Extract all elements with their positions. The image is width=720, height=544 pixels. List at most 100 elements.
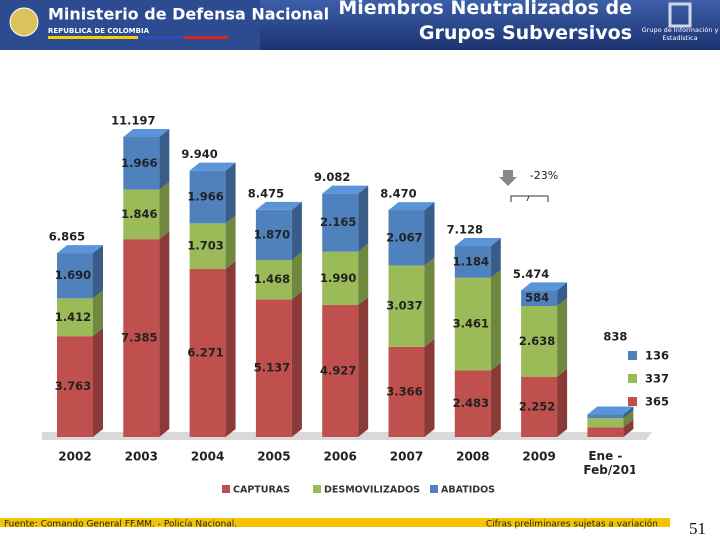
x-tick-box: Ene - Feb/2010 [583, 449, 636, 477]
value-label: 4.927 [320, 363, 356, 377]
bar-side [159, 231, 170, 437]
bar-top [189, 162, 236, 171]
value-label: 1.703 [187, 239, 223, 253]
bar-side [557, 297, 568, 377]
group-box: Grupo de Información y Estadística [641, 26, 719, 42]
total-label: 838 [603, 330, 627, 344]
bar-side [93, 328, 103, 437]
value-label: 1.468 [254, 272, 290, 286]
bar-side [225, 162, 236, 224]
bar-side [490, 238, 501, 278]
legend-label: DESMOVILIZADOS [324, 485, 420, 496]
total-label: 8.475 [248, 186, 284, 200]
bar-top [123, 129, 170, 137]
value-label: 1.870 [254, 227, 290, 241]
flag-red [183, 36, 228, 39]
bar-side [623, 410, 634, 428]
value-label: 3.461 [453, 317, 489, 331]
flag-yellow [48, 36, 138, 39]
bracket [510, 195, 549, 202]
bar-segment [255, 209, 292, 261]
side-swatch [628, 374, 637, 383]
bar-side [358, 185, 369, 252]
total-label: 11.197 [111, 114, 155, 128]
source: Fuente: Comando General FF.MM. - Policía… [4, 520, 237, 530]
x-tick-label: 2003 [125, 450, 158, 464]
bar-segment [322, 193, 359, 252]
emblem [9, 7, 39, 37]
bar-side [358, 296, 369, 437]
value-label: 5.137 [254, 361, 290, 375]
x-tick-label: 2008 [456, 450, 489, 464]
bar-segment [57, 336, 93, 437]
legend-label: CAPTURAS [233, 485, 290, 496]
bar-segment [587, 414, 624, 419]
bar-segment [189, 170, 226, 224]
bar-segment [521, 290, 558, 306]
down-arrow [499, 170, 517, 186]
group: Grupo de Información y Estadística [641, 26, 719, 42]
value-label: 3.366 [386, 384, 422, 398]
bar-segment [57, 253, 93, 299]
bar-top [388, 202, 435, 211]
value-label: 337 [645, 372, 669, 386]
value-label: 3.763 [55, 379, 91, 393]
bar-top [322, 185, 369, 194]
x-tick-label: Ene - Feb/2010 [583, 449, 636, 477]
page-number: 51 [689, 519, 706, 538]
value-label: 1.846 [121, 207, 157, 221]
flag-blue [138, 36, 183, 39]
annotation: -23% [530, 169, 558, 182]
bar-segment [255, 260, 292, 300]
total-label: 6.865 [49, 230, 85, 244]
value-label: 136 [645, 349, 669, 363]
bar-segment [57, 298, 93, 337]
value-label: 2.067 [386, 230, 422, 244]
bar-segment [322, 304, 359, 437]
bar-side [93, 290, 103, 337]
value-label: 2.252 [519, 399, 555, 413]
group-logo [668, 2, 692, 28]
value-label: 2.638 [519, 334, 555, 348]
x-tick-label: 2002 [58, 450, 91, 464]
value-label: 3.037 [386, 299, 422, 313]
bar-side [557, 282, 568, 306]
value-label: 7.385 [121, 331, 157, 345]
country: REPUBLICA DE COLOMBIA [48, 27, 150, 35]
bar-side [358, 243, 369, 305]
legend-swatch [313, 485, 321, 493]
bar-side [225, 260, 236, 437]
x-tick-label: 2007 [390, 450, 423, 464]
bar-side [159, 181, 170, 240]
total-label: 7.128 [447, 223, 483, 237]
legend-label: ABATIDOS [441, 485, 495, 496]
bar-segment [123, 239, 160, 437]
value-label: 2.165 [320, 215, 356, 229]
total-label: 8.470 [380, 187, 416, 201]
bar-segment [587, 427, 624, 437]
value-label: 584 [525, 291, 549, 305]
bar-top [255, 201, 302, 210]
bar-segment [189, 223, 226, 269]
bar-side [159, 129, 170, 190]
footer-bar [0, 518, 670, 527]
bar-side [225, 215, 236, 269]
bar-segment [322, 251, 359, 305]
bar-side [424, 257, 435, 347]
bar-segment [454, 277, 491, 371]
bar-segment [388, 265, 425, 347]
side-swatch [628, 351, 637, 360]
value-label: 1.990 [320, 271, 356, 285]
ministry: Ministerio de Defensa Nacional [48, 5, 329, 24]
bar-top [454, 238, 501, 247]
title-box: Miembros Neutralizados de Grupos Subvers… [338, 0, 632, 44]
bar-segment [521, 376, 558, 437]
bar-side [424, 202, 435, 266]
note: Cifras preliminares sujetas a variación [486, 519, 658, 530]
bar-segment [587, 418, 624, 428]
bar-side [623, 419, 634, 437]
value-label: 1.966 [121, 156, 157, 170]
bar-segment [189, 268, 226, 437]
total-label: 9.082 [314, 170, 350, 184]
value-label: 2.483 [453, 396, 489, 410]
